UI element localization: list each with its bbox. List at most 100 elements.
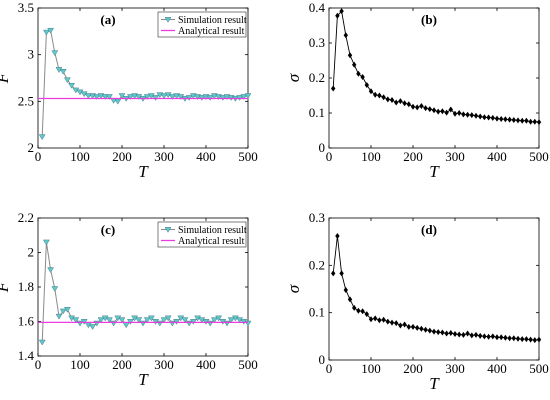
sigma-point bbox=[402, 321, 407, 328]
panel-b: 0 100 200 300 400 500 0 0.1 0.2 0.3 0.4 Tσ (b) bbox=[284, 0, 549, 181]
sigma-point bbox=[528, 118, 533, 125]
y-tick-label: 2 bbox=[28, 245, 35, 260]
x-axis-label: T bbox=[429, 162, 440, 181]
x-axis-label: T bbox=[138, 162, 149, 181]
sigma-point bbox=[373, 91, 378, 98]
sigma-point bbox=[389, 97, 395, 104]
simulation-point bbox=[55, 313, 63, 320]
x-tick-label: 200 bbox=[403, 361, 423, 376]
sigma-point bbox=[486, 333, 491, 340]
sigma-point bbox=[352, 61, 357, 68]
legend-simulation-marker bbox=[164, 17, 172, 23]
sigma-point bbox=[410, 323, 416, 330]
x-tick-label: 200 bbox=[112, 357, 132, 372]
simulation-point bbox=[143, 317, 151, 324]
simulation-point bbox=[135, 317, 143, 324]
simulation-point bbox=[63, 77, 71, 84]
sigma-point bbox=[457, 331, 462, 338]
panel-label: (d) bbox=[421, 222, 437, 237]
sigma-point bbox=[503, 116, 508, 123]
simulation-point bbox=[181, 317, 189, 324]
simulation-line bbox=[41, 242, 249, 343]
sigma-point bbox=[478, 332, 483, 339]
sigma-point bbox=[381, 94, 386, 101]
panel-c: 0 100 200 300 400 500 1.4 1.6 1.8 2 2.2 T F (c) Simula… bbox=[0, 210, 258, 389]
sigma-point bbox=[385, 318, 390, 325]
y-tick-label: 0.3 bbox=[309, 210, 325, 225]
simulation-point bbox=[160, 93, 168, 100]
y-tick-label: 2.2 bbox=[18, 210, 34, 225]
simulation-point bbox=[118, 93, 126, 100]
legend-simulation-label: Simulation result bbox=[178, 225, 247, 236]
sigma-point bbox=[331, 270, 336, 277]
sigma-point bbox=[499, 115, 504, 122]
x-tick-label: 500 bbox=[238, 357, 258, 372]
x-tick-label: 400 bbox=[196, 357, 216, 372]
simulation-point bbox=[93, 94, 101, 100]
x-axis-label: T bbox=[138, 370, 149, 389]
sigma-point bbox=[490, 114, 495, 121]
simulation-point bbox=[89, 324, 97, 330]
sigma-point bbox=[339, 8, 344, 15]
simulation-point bbox=[63, 306, 71, 313]
y-tick-label: 3 bbox=[28, 47, 35, 62]
sigma-point bbox=[410, 103, 416, 110]
sigma-point bbox=[536, 119, 542, 126]
sigma-point bbox=[440, 108, 445, 115]
x-tick-label: 400 bbox=[487, 361, 507, 376]
sigma-point bbox=[499, 334, 504, 341]
sigma-point bbox=[431, 107, 437, 114]
legend-box bbox=[157, 11, 247, 38]
y-tick-label: 3.5 bbox=[18, 0, 34, 15]
sigma-point bbox=[486, 114, 491, 121]
sigma-point bbox=[515, 117, 521, 124]
sigma-point bbox=[457, 110, 462, 116]
sigma-point bbox=[507, 335, 512, 342]
simulation-point bbox=[101, 94, 109, 100]
sigma-point bbox=[406, 323, 411, 330]
sigma-point bbox=[440, 329, 445, 336]
simulation-point bbox=[47, 267, 55, 274]
sigma-point bbox=[478, 113, 483, 120]
sigma-point bbox=[528, 336, 533, 343]
y-tick-label: 0.2 bbox=[309, 257, 325, 272]
sigma-point bbox=[427, 327, 432, 334]
sigma-point bbox=[356, 307, 361, 314]
simulation-point bbox=[244, 93, 252, 100]
x-tick-label: 100 bbox=[361, 149, 381, 164]
sigma-point bbox=[419, 103, 424, 109]
x-tick-label: 0 bbox=[326, 149, 333, 164]
y-tick-label: 0 bbox=[319, 140, 326, 155]
simulation-point bbox=[147, 315, 155, 322]
sigma-point bbox=[356, 70, 361, 77]
sigma-point bbox=[507, 116, 512, 123]
simulation-point bbox=[215, 315, 223, 322]
y-tick-label: 0.1 bbox=[309, 105, 325, 120]
sigma-point bbox=[436, 108, 441, 115]
simulation-point bbox=[84, 93, 92, 100]
simulation-point bbox=[143, 94, 151, 100]
y-tick-label: 2 bbox=[28, 140, 35, 155]
y-tick-label: 0 bbox=[319, 352, 326, 367]
simulation-point bbox=[164, 315, 172, 322]
sigma-point bbox=[473, 112, 479, 119]
y-axis-label: F bbox=[0, 281, 12, 293]
sigma-point bbox=[368, 316, 374, 323]
sigma-point bbox=[511, 117, 516, 123]
simulation-point bbox=[105, 317, 113, 324]
sigma-point bbox=[331, 85, 336, 92]
sigma-point bbox=[406, 101, 411, 108]
x-tick-label: 300 bbox=[154, 149, 174, 164]
sigma-point bbox=[461, 331, 466, 338]
sigma-point bbox=[494, 334, 500, 341]
sigma-point bbox=[520, 336, 525, 343]
sigma-point bbox=[335, 12, 340, 19]
simulation-point bbox=[168, 94, 176, 100]
x-tick-label: 100 bbox=[70, 357, 90, 372]
simulation-point bbox=[126, 94, 134, 100]
x-tick-label: 200 bbox=[403, 149, 423, 164]
simulation-point bbox=[68, 83, 76, 89]
sigma-point bbox=[494, 115, 500, 122]
simulation-point bbox=[240, 94, 248, 100]
